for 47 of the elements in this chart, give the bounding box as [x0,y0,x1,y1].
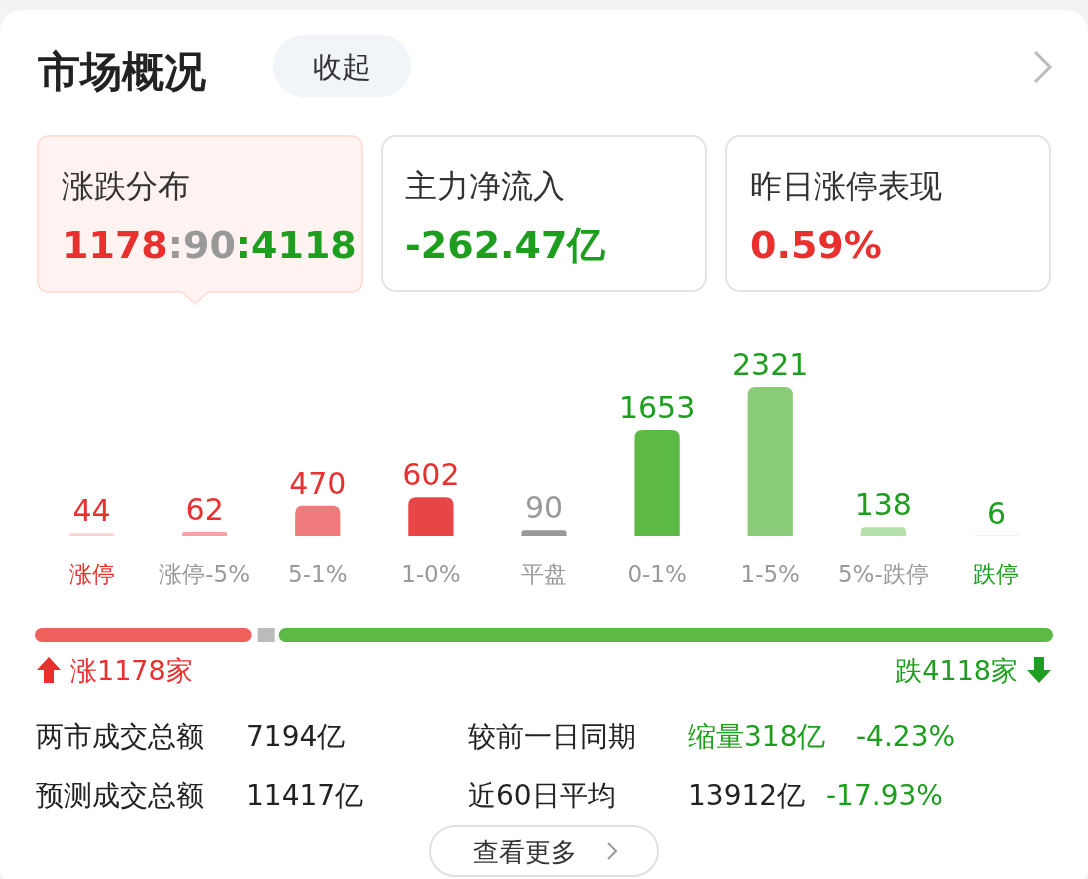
x-tick-label: 1-5% [740,561,800,587]
text: 缩量318亿 [688,720,826,753]
x-tick-label: 涨停-5% [159,561,251,587]
text: 涨1178家 [70,655,193,686]
text: 较前一日同期 [468,720,636,753]
x-tick-label: 跌停 [973,561,1020,587]
data-label: 602 [402,457,460,493]
data-label: 44 [72,493,111,529]
bar [521,530,567,536]
bar [747,387,793,536]
data-label: 2321 [732,347,809,382]
text: -262.47亿 [405,223,607,267]
text: 11417亿 [246,779,364,812]
data-label: 470 [289,465,347,501]
x-tick-label: 平盘 [521,561,567,587]
bar [634,429,680,536]
text: 近60日平均 [468,779,616,812]
text: 1178:90:4118 [62,223,357,267]
x-tick-label: 5%-跌停 [837,561,929,587]
text: 7194亿 [246,720,346,753]
bar [295,505,341,536]
text: 涨跌分布 [62,167,190,205]
text: 主力净流入 [405,167,565,205]
text: 预测成交总额 [36,779,204,812]
text: 市场概况 [37,47,206,96]
text: 0.59% [750,223,882,267]
data-label: 6 [986,495,1006,531]
text: 收起 [313,50,371,84]
bar [860,527,906,536]
data-label: 1653 [618,389,696,425]
text: 两市成交总额 [36,720,204,753]
data-label: 90 [524,490,564,526]
text: 昨日涨停表现 [750,167,942,205]
bar [182,532,228,536]
text: 查看更多 [473,837,577,867]
x-tick-label: 涨停 [68,561,115,587]
text: -4.23% [856,720,956,753]
bar [408,497,454,536]
data-label: 138 [854,487,912,523]
x-tick-label: 5-1% [288,561,348,587]
data-label: 62 [185,492,224,528]
bar [68,533,115,536]
text: -17.93% [826,779,943,812]
text: 13912亿 [688,779,806,812]
x-tick-label: 1-0% [401,561,461,587]
x-tick-label: 0-1% [627,561,687,587]
text: 跌4118家 [895,655,1018,686]
